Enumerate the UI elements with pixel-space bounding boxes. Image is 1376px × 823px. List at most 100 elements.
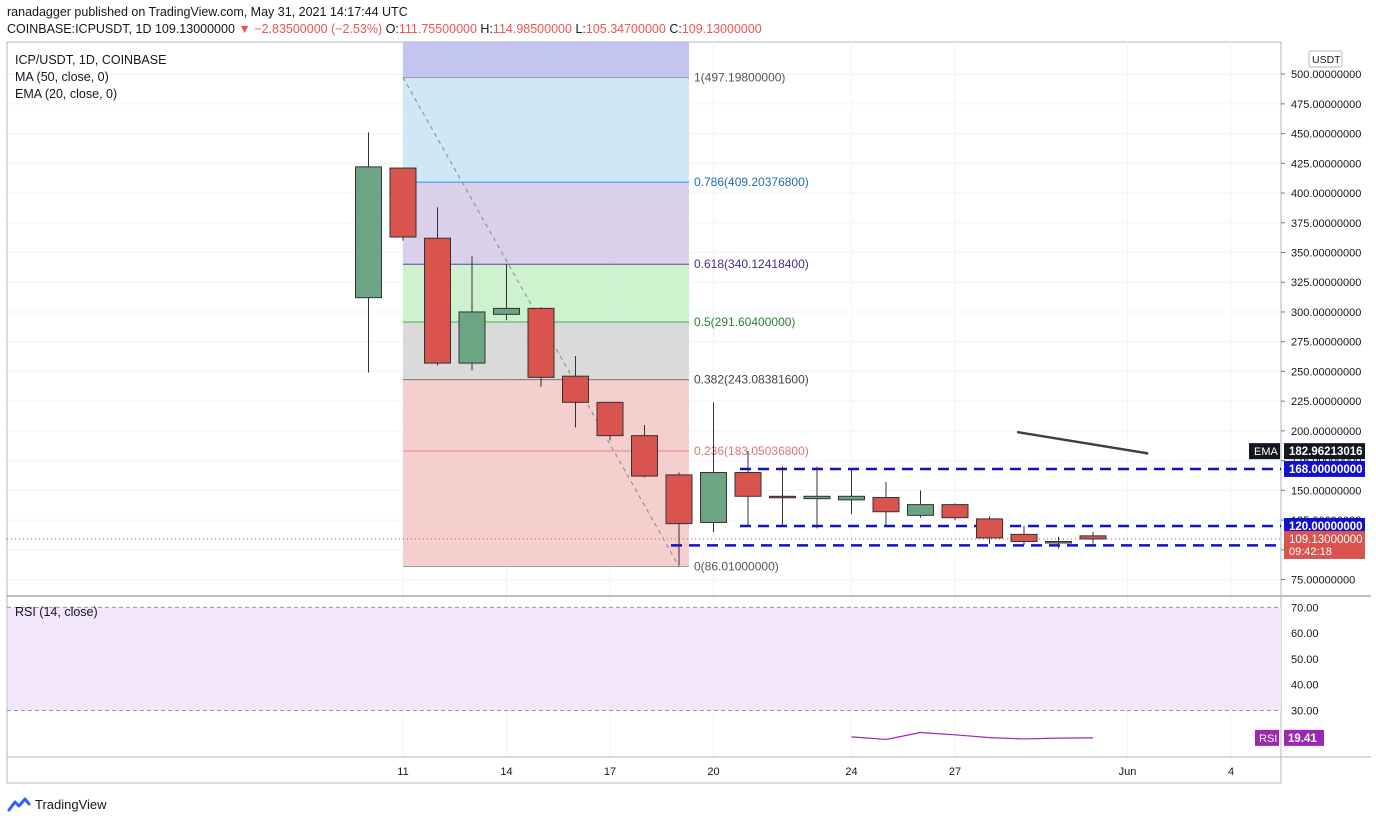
ohlc-header: COINBASE:ICPUSDT, 1D 109.13000000 ▼ −2.8… — [7, 22, 762, 36]
last-price-countdown: 09:42:18 — [1289, 546, 1332, 558]
rsi-value-tag-label: 19.41 — [1288, 733, 1317, 745]
last-price: 109.13000000 — [154, 22, 235, 36]
price-tick-label: 275.00000000 — [1291, 337, 1361, 349]
time-tick-label: 27 — [949, 766, 961, 778]
price-tick-label: 250.00000000 — [1291, 366, 1361, 378]
currency-tag-label: USDT — [1312, 54, 1341, 66]
candle-body — [941, 504, 969, 519]
publisher-line: ranadagger published on TradingView.com,… — [7, 5, 408, 19]
candle-body — [562, 375, 589, 403]
trend-line — [1016, 430, 1149, 455]
legend-symbol[interactable]: ICP/USDT, 1D, COINBASE — [15, 53, 167, 67]
fib-level-label: 0.236(183.05036800) — [694, 444, 809, 458]
fib-level-label: 0.5(291.60400000) — [694, 315, 795, 329]
tradingview-brand[interactable]: TradingView — [7, 796, 107, 812]
high-label: H: — [480, 22, 493, 36]
fib-level-label: 1(497.19800000) — [694, 70, 785, 84]
time-tick-label: 20 — [707, 766, 719, 778]
candle-body — [1010, 533, 1038, 542]
rsi-line — [851, 731, 1094, 741]
brand-name: TradingView — [35, 796, 107, 812]
price-tick-label: 225.00000000 — [1291, 396, 1361, 408]
price-tick-label: 325.00000000 — [1291, 277, 1361, 289]
candle-body — [803, 495, 831, 500]
legend-ema[interactable]: EMA (20, close, 0) — [15, 87, 118, 101]
down-arrow-icon: ▼ — [238, 22, 251, 36]
ema-name-tag — [1249, 443, 1280, 460]
price-tick-label: 450.00000000 — [1291, 129, 1361, 141]
fib-level-label: 0.618(340.12418400) — [694, 257, 809, 271]
price-tick-label: 200.00000000 — [1291, 426, 1361, 438]
candle-body — [596, 401, 624, 437]
open-label: O: — [385, 22, 399, 36]
candle-body — [665, 474, 693, 525]
candle-body — [976, 518, 1003, 539]
ema-name-tag-label: EMA — [1254, 446, 1279, 458]
candle-body — [907, 504, 934, 516]
currency-tag — [1308, 50, 1343, 68]
fib-level-label: 0.382(243.08381600) — [694, 373, 809, 387]
candle-body — [734, 472, 762, 497]
candle-body — [700, 472, 727, 523]
candle-body — [872, 496, 900, 513]
rsi-value-tag — [1284, 729, 1324, 746]
price-tick-label: 150.00000000 — [1291, 485, 1361, 497]
legend-rsi[interactable]: RSI (14, close) — [15, 605, 98, 619]
candle-body — [355, 166, 382, 299]
candle-body — [838, 495, 865, 501]
time-tick-label: 4 — [1228, 766, 1234, 778]
change-value: −2.83500000 (−2.53%) — [254, 22, 383, 36]
price-tick-label: 500.00000000 — [1291, 69, 1361, 81]
rsi-band — [8, 607, 1281, 711]
candle-body — [389, 167, 417, 238]
rsi-tick-label: 60.00 — [1291, 628, 1319, 640]
ema-value-tag — [1284, 443, 1365, 460]
price-tick-label: 425.00000000 — [1291, 158, 1361, 170]
candle-body — [424, 237, 451, 364]
price-tick-label: 400.00000000 — [1291, 188, 1361, 200]
ema-value-tag-label: 182.96213016 — [1289, 446, 1363, 458]
price-tick-label: 475.00000000 — [1291, 99, 1361, 111]
time-tick-label: 14 — [500, 766, 512, 778]
candle-body — [493, 307, 520, 315]
last-price-tag-value: 109.13000000 — [1289, 534, 1363, 546]
time-tick-label: 11 — [397, 766, 408, 778]
candle-body — [631, 435, 658, 477]
low-value: 105.34700000 — [585, 22, 666, 36]
level-price-tag-label: 168.00000000 — [1289, 464, 1363, 476]
candle-body — [458, 311, 486, 364]
rsi-tick-label: 30.00 — [1291, 706, 1319, 718]
tradingview-logo-icon — [7, 797, 31, 812]
time-tick-label: Jun — [1119, 766, 1137, 778]
fib-level-label: 0.786(409.20376800) — [694, 175, 809, 189]
level-price-tag — [1284, 460, 1365, 477]
open-value: 111.75500000 — [398, 22, 477, 36]
candle-body — [769, 495, 796, 499]
symbol-label: COINBASE:ICPUSDT, 1D — [7, 22, 152, 36]
rsi-tick-label: 50.00 — [1291, 654, 1319, 666]
price-tick-label: 300.00000000 — [1291, 307, 1361, 319]
fib-level-label: 0(86.01000000) — [694, 559, 779, 573]
last-price-tag — [1284, 530, 1365, 559]
time-tick-label: 17 — [604, 766, 616, 778]
rsi-tick-label: 70.00 — [1291, 602, 1319, 614]
rsi-name-tag — [1255, 729, 1279, 746]
level-price-tag-label: 120.00000000 — [1289, 521, 1363, 533]
rsi-tick-label: 40.00 — [1291, 680, 1319, 692]
candle-body — [1079, 535, 1107, 540]
price-tick-label: 75.00000000 — [1291, 575, 1355, 587]
low-label: L: — [575, 22, 586, 36]
legend-ma[interactable]: MA (50, close, 0) — [15, 70, 109, 84]
candle-body — [1045, 540, 1072, 544]
candle-body — [527, 307, 555, 378]
fib-top-band — [403, 42, 689, 78]
price-tick-label: 375.00000000 — [1291, 218, 1361, 230]
fib-band — [403, 77, 689, 183]
high-value: 114.98500000 — [492, 22, 572, 36]
close-value: 109.13000000 — [681, 22, 762, 36]
time-tick-label: 24 — [845, 766, 857, 778]
level-price-tag — [1284, 518, 1365, 535]
close-label: C: — [669, 22, 682, 36]
rsi-name-tag-label: RSI — [1259, 733, 1277, 745]
